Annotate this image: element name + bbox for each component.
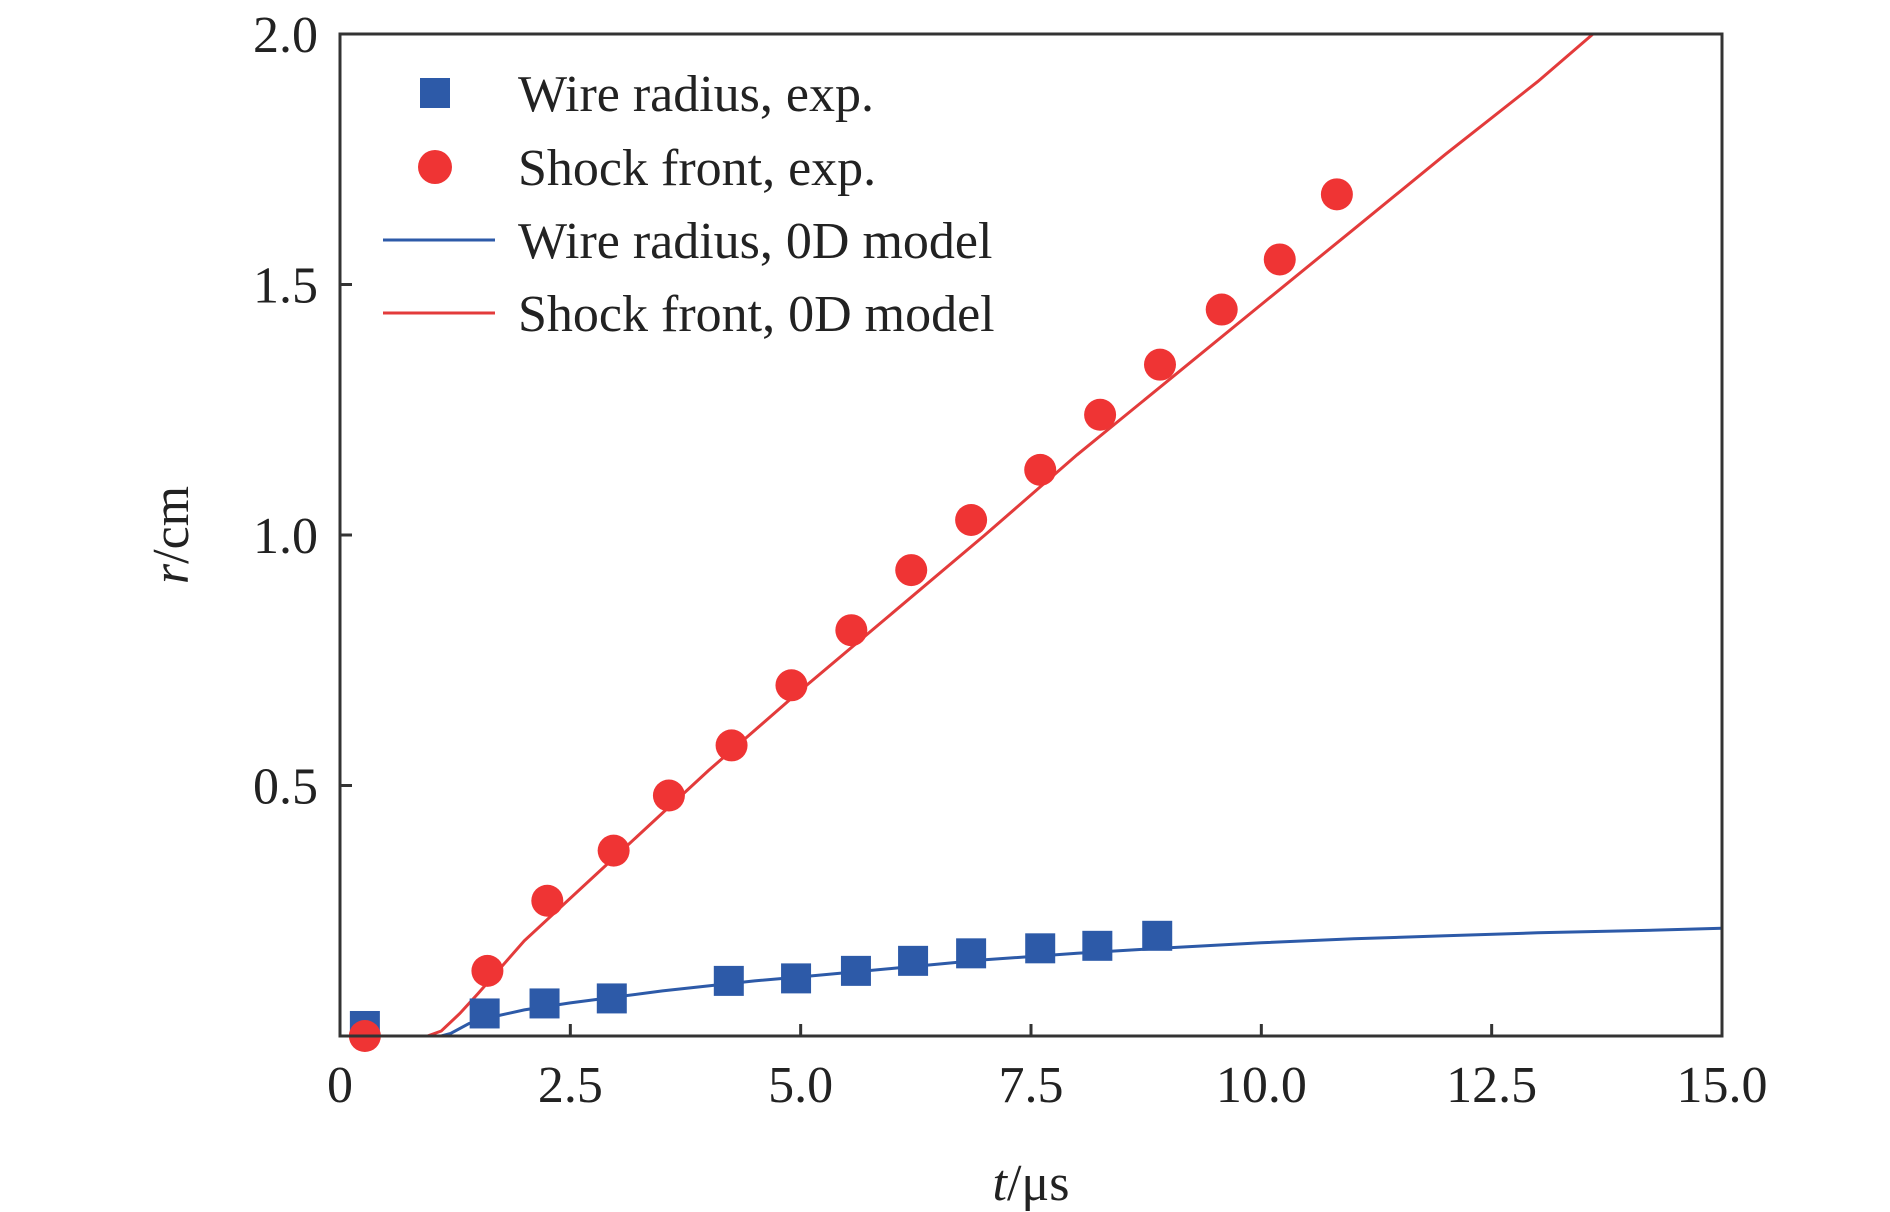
- axis-ticks: 0 2.5 5.0 7.5 10.0 12.5 15.0 0.5 1.0 1.5 2.0: [253, 7, 1768, 1114]
- legend-label: Shock front, 0D model: [518, 286, 995, 343]
- x-tick-label: 10.0: [1216, 1057, 1307, 1114]
- legend-circle-swatch: [418, 150, 452, 184]
- x-tick-label: 2.5: [538, 1057, 603, 1114]
- shock-front-point: [1084, 398, 1117, 431]
- wire-radius-point: [529, 988, 560, 1019]
- wire-radius-point: [713, 965, 744, 996]
- x-tick-label: 5.0: [768, 1057, 833, 1114]
- x-tick-label: 0: [327, 1057, 353, 1114]
- wire-radius-point: [898, 945, 929, 976]
- x-tick-label: 12.5: [1446, 1057, 1537, 1114]
- wire-radius-point: [596, 983, 627, 1014]
- experimental-points: [348, 178, 1353, 1052]
- shock-front-point: [652, 779, 685, 812]
- legend: Wire radius, exp. Shock front, exp. Wire r…: [383, 66, 995, 343]
- shock-front-point: [531, 884, 564, 917]
- shock-front-point: [835, 614, 868, 647]
- x-tick-label: 7.5: [999, 1057, 1064, 1114]
- y-axis-unit: /cm: [143, 486, 200, 564]
- y-axis-variable: r: [143, 563, 200, 584]
- series-line-3: [340, 34, 1594, 1036]
- y-tick-label: 0.5: [253, 759, 318, 816]
- legend-label: Shock front, exp.: [518, 140, 876, 197]
- y-tick-label: 2.0: [253, 7, 318, 64]
- legend-square-swatch: [420, 78, 450, 108]
- shock-front-point: [715, 729, 748, 762]
- shock-front-point: [597, 834, 630, 867]
- shock-front-point: [1263, 243, 1296, 276]
- wire-radius-point: [781, 963, 812, 994]
- shock-front-point: [955, 503, 988, 536]
- wire-radius-point: [1082, 930, 1113, 961]
- shock-front-point: [1143, 348, 1176, 381]
- x-axis-title: t/μs: [992, 1155, 1069, 1212]
- x-axis-unit: /μs: [1007, 1155, 1070, 1212]
- shock-front-point: [1024, 453, 1057, 486]
- y-axis-title: r/cm: [143, 486, 200, 584]
- shock-front-point: [471, 954, 504, 987]
- shock-front-point: [895, 554, 928, 587]
- x-tick-label: 15.0: [1677, 1057, 1768, 1114]
- legend-label: Wire radius, 0D model: [518, 213, 992, 270]
- wire-radius-point: [956, 938, 987, 969]
- shock-front-point: [775, 669, 808, 702]
- y-tick-label: 1.0: [253, 508, 318, 565]
- wire-radius-point: [1025, 933, 1056, 964]
- wire-radius-point: [1142, 920, 1173, 951]
- legend-label: Wire radius, exp.: [518, 66, 874, 123]
- x-axis-variable: t: [992, 1155, 1008, 1212]
- shock-front-point: [1205, 293, 1238, 326]
- wire-radius-point: [469, 998, 500, 1029]
- wire-radius-point: [840, 955, 871, 986]
- y-tick-label: 1.5: [253, 258, 318, 315]
- shock-front-point: [1320, 178, 1353, 211]
